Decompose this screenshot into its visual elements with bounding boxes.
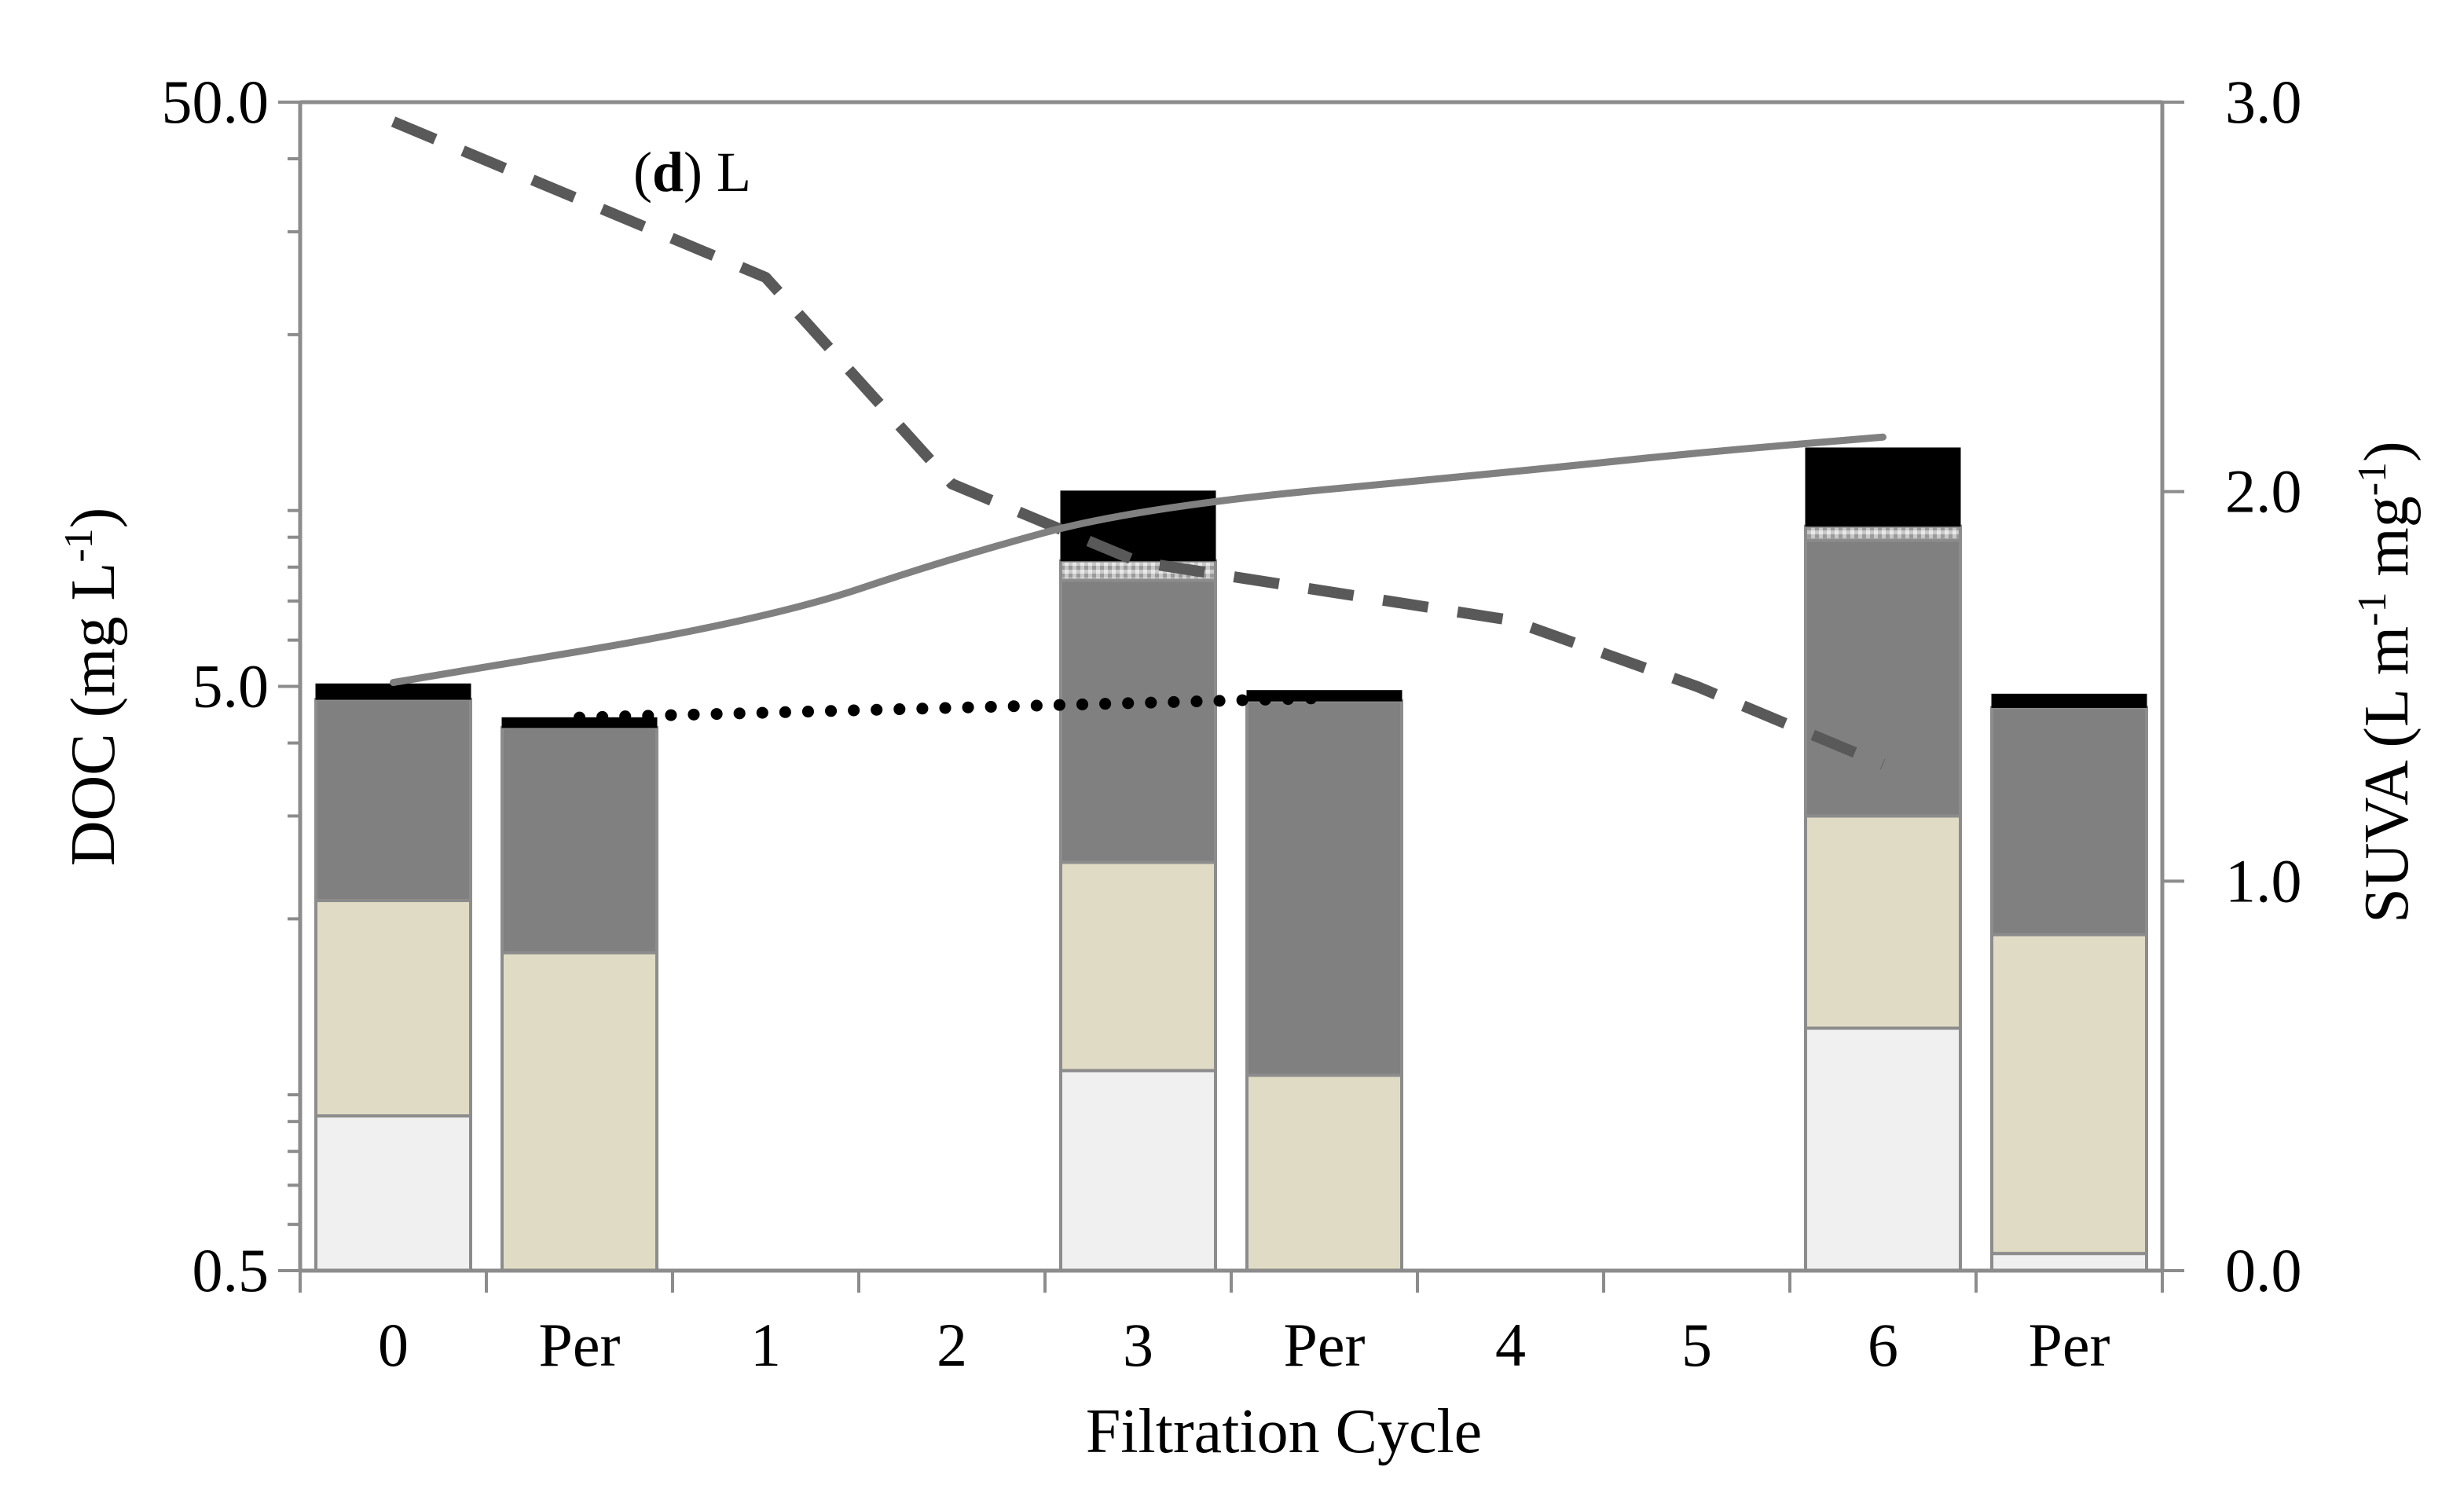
series-line-dashed: [390, 116, 1886, 770]
panel-letter: d: [652, 141, 684, 204]
bars-layer: [314, 447, 2148, 1273]
bar-2-segment-3: [1059, 578, 1217, 864]
x-tick-label: 1: [750, 1311, 781, 1379]
panel-name: L: [717, 141, 751, 204]
lines-layer: [390, 116, 1886, 770]
x-tick-label: 0: [378, 1311, 409, 1379]
x-tick-label: 5: [1681, 1311, 1712, 1379]
y-axis-right-title: SUVA (L m-1 mg-1): [2350, 441, 2422, 923]
x-tick-label: 3: [1123, 1311, 1153, 1379]
y-right-title-close: ): [2352, 441, 2422, 462]
bar-0-segment-1: [314, 1114, 472, 1272]
bar-4-segment-3: [1804, 538, 1962, 818]
x-tick-label: Per: [539, 1311, 621, 1379]
bar-5-segment-3: [1990, 706, 2148, 937]
y-right-tick-label: 1.0: [2225, 846, 2302, 915]
y-left-tick-label: 5.0: [192, 652, 270, 721]
bar-1-segment-3: [500, 725, 658, 955]
bar-3-segment-3: [1245, 699, 1403, 1077]
bar-0-segment-3: [314, 698, 472, 903]
bar-5-segment-1: [1990, 1252, 2148, 1273]
bar-2-segment-1: [1059, 1069, 1217, 1272]
y-axis-left-title: DOC (mg L-1): [57, 508, 128, 867]
y-right-tick-label: 2.0: [2225, 457, 2302, 526]
y-right-title-base: SUVA (L m: [2352, 626, 2422, 923]
y-right-title-mid: mg: [2352, 496, 2422, 592]
bar-5-segment-5: [1991, 693, 2147, 708]
x-tick-label: 4: [1495, 1311, 1526, 1379]
y-left-tick-label: 0.5: [192, 1236, 270, 1304]
y-left-title-sup: -1: [57, 528, 101, 562]
bar-4-segment-1: [1804, 1026, 1962, 1272]
bar-4-segment-4: [1804, 524, 1962, 542]
series-line-dotted: [574, 691, 1330, 724]
ticks-layer: 0.5 5.0 50.0 0.0 1.0 2.0 3.0 0 Per 1 2 3 Per 4 5 6 Per: [162, 68, 2302, 1379]
y-right-tick-label: 0.0: [2225, 1236, 2302, 1304]
y-left-title-base: DOC (mg L: [59, 563, 128, 867]
panel-label: (d) L: [633, 141, 751, 204]
bar-0-segment-5: [315, 683, 471, 700]
y-right-title-sup1: -1: [2350, 592, 2395, 626]
bar-4-segment-5: [1805, 447, 1961, 527]
series-line-solid: [390, 433, 1886, 687]
y-right-title-sup2: -1: [2350, 462, 2395, 496]
x-tick-label: 6: [1868, 1311, 1898, 1379]
bar-2-segment-2: [1059, 860, 1217, 1073]
x-tick-label: 2: [937, 1311, 967, 1379]
bar-1-segment-2: [500, 951, 658, 1272]
x-axis-title: Filtration Cycle: [1086, 1397, 1482, 1466]
x-tick-label: Per: [2029, 1311, 2110, 1379]
bar-0-segment-2: [314, 899, 472, 1118]
bar-5-segment-2: [1990, 933, 2148, 1256]
y-left-title-close: ): [59, 508, 128, 529]
x-tick-label: Per: [1284, 1311, 1366, 1379]
bar-3-segment-2: [1245, 1073, 1403, 1272]
y-right-tick-label: 3.0: [2225, 68, 2302, 136]
y-left-tick-label: 50.0: [162, 68, 270, 136]
bar-4-segment-2: [1804, 814, 1962, 1030]
